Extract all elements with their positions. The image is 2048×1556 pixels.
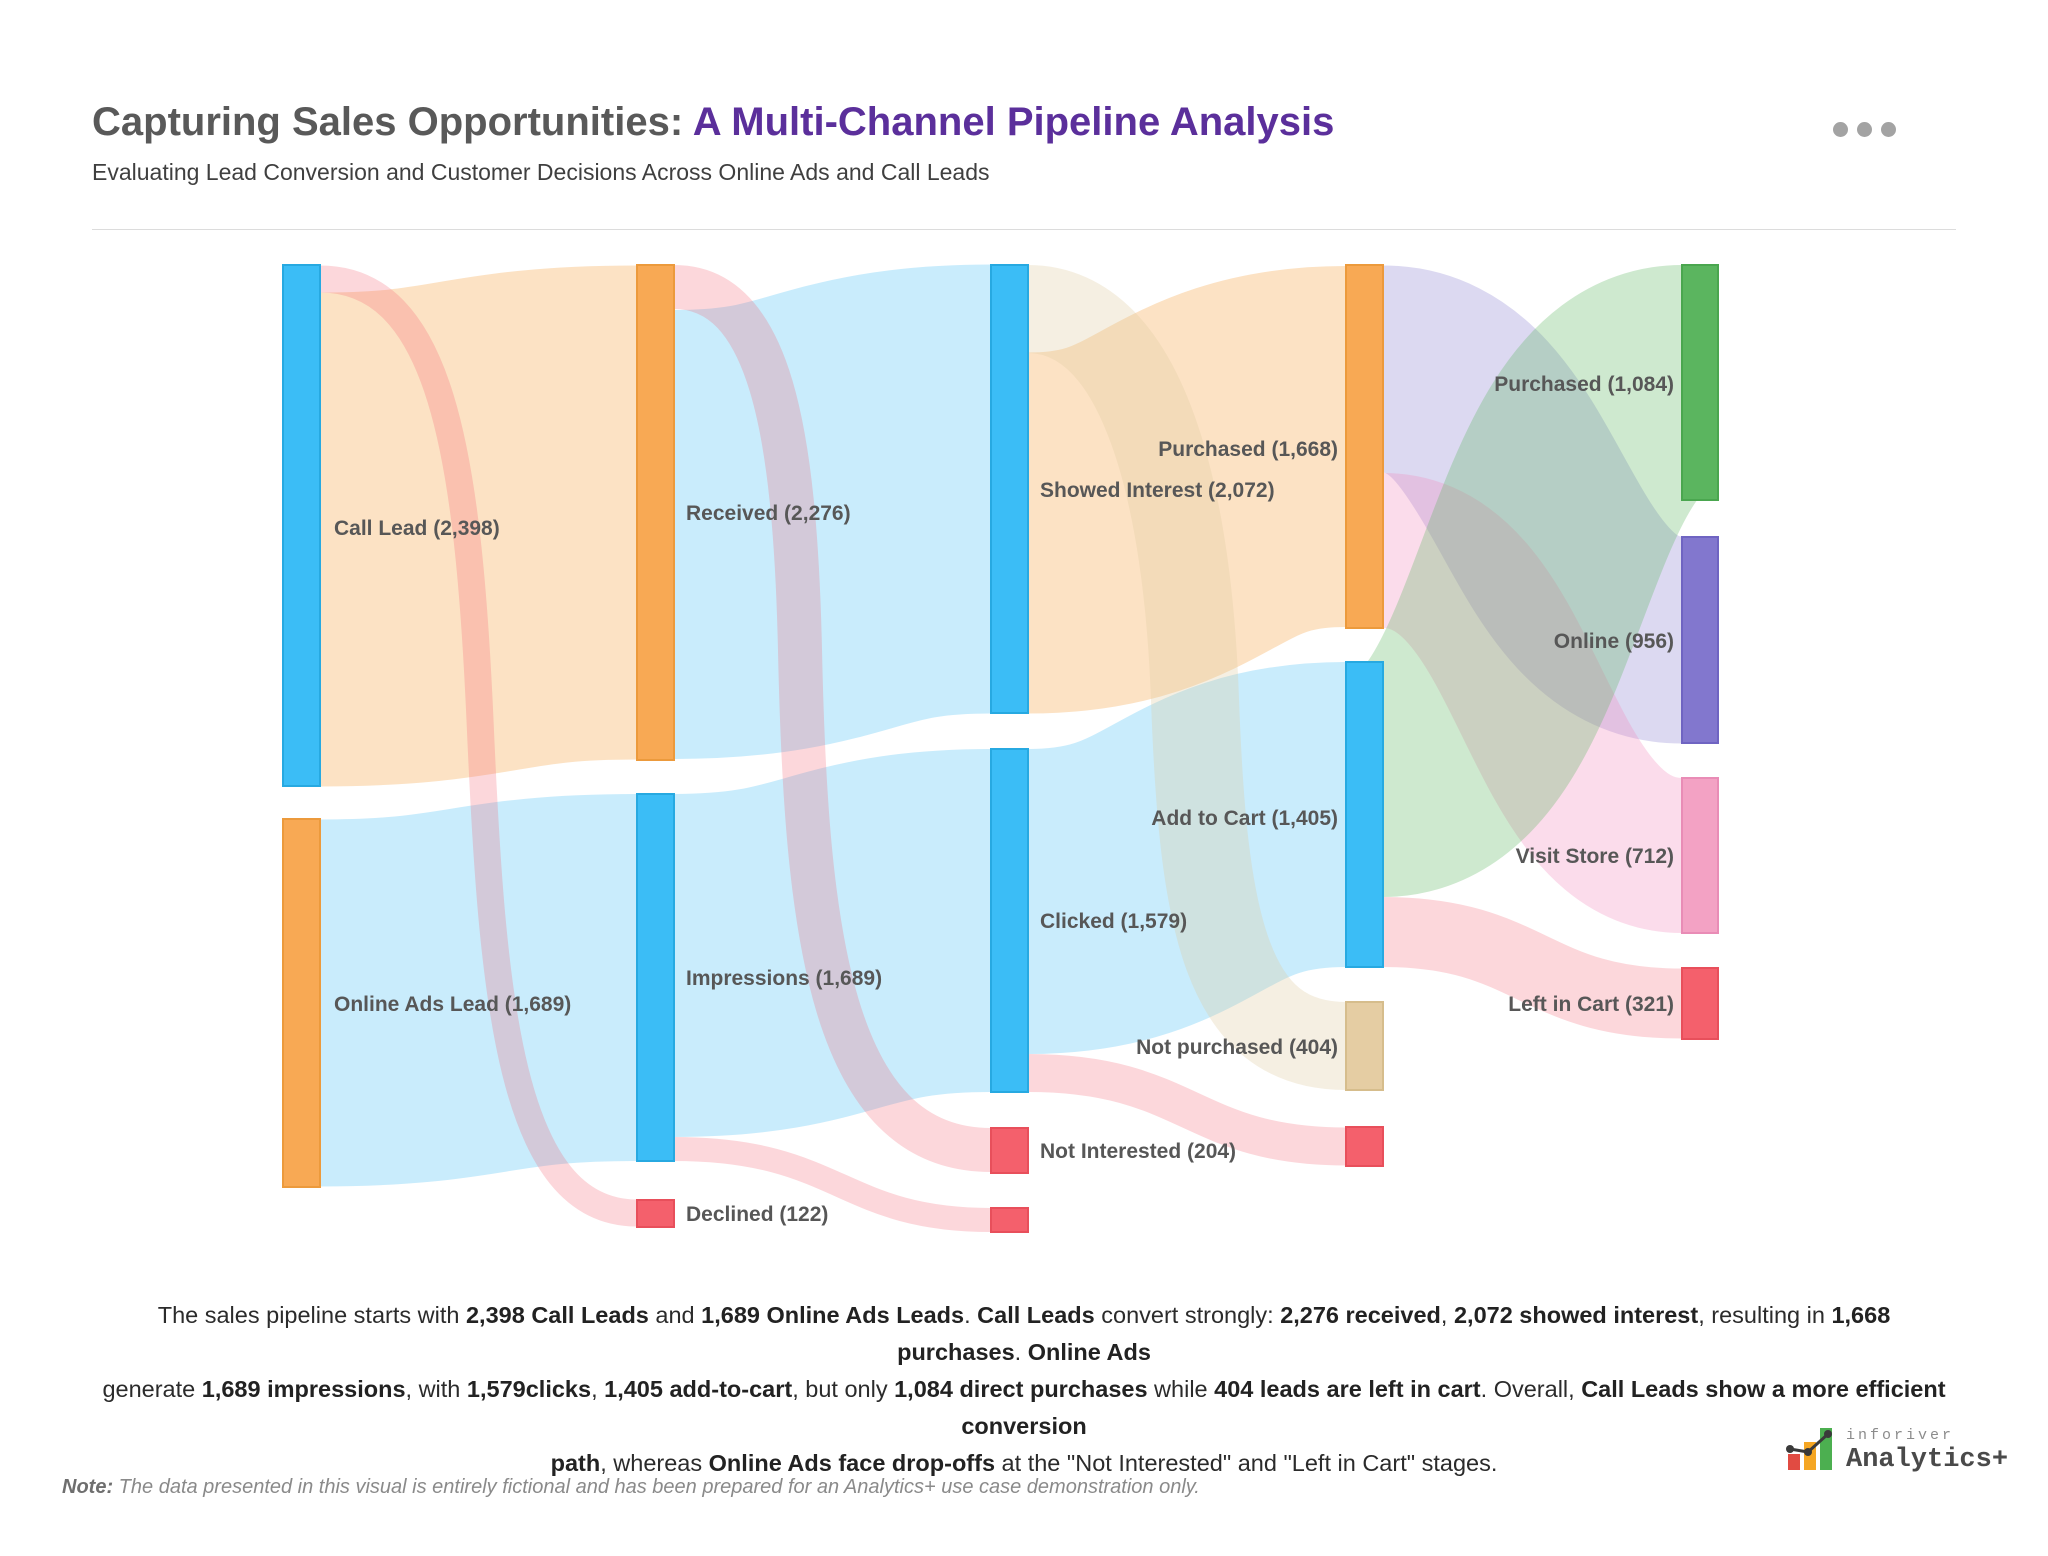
node-call-lead[interactable] bbox=[282, 264, 321, 787]
flow-showed-interest-purchased[interactable] bbox=[1023, 266, 1351, 714]
node-purchased-calls[interactable] bbox=[1345, 264, 1384, 629]
report-header: Capturing Sales Opportunities: A Multi-C… bbox=[92, 100, 1956, 186]
node-label-not-purchased: Not purchased (404) bbox=[1136, 1036, 1338, 1059]
node-label-received: Received (2,276) bbox=[686, 502, 851, 525]
node-online[interactable] bbox=[1681, 536, 1719, 744]
flow-impressions-clicked[interactable] bbox=[671, 749, 994, 1137]
flow-call-lead-received[interactable] bbox=[318, 265, 639, 787]
node-label-add-to-cart: Add to Cart (1,405) bbox=[1151, 807, 1338, 830]
node-label-clicked: Clicked (1,579) bbox=[1040, 910, 1187, 933]
flow-showed-interest-not-purchased[interactable] bbox=[1025, 265, 1348, 1090]
node-add-to-cart[interactable] bbox=[1345, 661, 1384, 968]
flow-received-not-interested[interactable] bbox=[672, 265, 992, 1172]
node-clicked-dropoff[interactable] bbox=[1345, 1126, 1384, 1167]
node-label-impressions: Impressions (1,689) bbox=[686, 967, 882, 990]
bar-chart-icon bbox=[1786, 1428, 1832, 1470]
node-label-left-in-cart: Left in Cart (321) bbox=[1508, 993, 1674, 1016]
node-label-showed-interest: Showed Interest (2,072) bbox=[1040, 479, 1275, 502]
logo-text: inforiver Analytics+ bbox=[1846, 1428, 2008, 1474]
inforiver-logo: inforiver Analytics+ bbox=[1786, 1424, 2008, 1474]
node-showed-interest[interactable] bbox=[990, 264, 1029, 714]
flow-add-to-cart-left-in-cart[interactable] bbox=[1382, 897, 1683, 1039]
node-impressions[interactable] bbox=[636, 793, 675, 1162]
ellipsis-icon bbox=[1857, 122, 1872, 137]
ellipsis-icon bbox=[1833, 122, 1848, 137]
flow-received-showed-interest[interactable] bbox=[671, 264, 994, 759]
flow-purchased-online[interactable] bbox=[1375, 265, 1690, 744]
node-received[interactable] bbox=[636, 264, 675, 761]
page-title-prefix: Capturing Sales Opportunities: bbox=[92, 100, 693, 144]
node-label-not-interested: Not Interested (204) bbox=[1040, 1140, 1236, 1163]
flow-clicked-dropoff[interactable] bbox=[1027, 1054, 1347, 1166]
node-not-purchased[interactable] bbox=[1345, 1001, 1384, 1091]
logo-product: Analytics+ bbox=[1846, 1445, 2009, 1475]
summary-line-3: path, whereas Online Ads face drop-offs … bbox=[550, 1450, 1498, 1476]
node-declined[interactable] bbox=[636, 1199, 675, 1228]
node-label-declined: Declined (122) bbox=[686, 1203, 828, 1226]
footnote: Note: The data presented in this visual … bbox=[62, 1476, 1200, 1498]
node-visit-store[interactable] bbox=[1681, 777, 1719, 934]
summary-text: The sales pipeline starts with 2,398 Cal… bbox=[100, 1297, 1948, 1482]
flow-add-to-cart-purchased[interactable] bbox=[1355, 265, 1709, 897]
flow-clicked-add-to-cart[interactable] bbox=[1024, 662, 1350, 1054]
node-purchased-online[interactable] bbox=[1681, 264, 1719, 501]
page-subtitle: Evaluating Lead Conversion and Customer … bbox=[92, 159, 990, 185]
logo-brand: inforiver bbox=[1846, 1427, 1955, 1444]
node-left-in-cart[interactable] bbox=[1681, 967, 1719, 1040]
summary-line-1: The sales pipeline starts with 2,398 Cal… bbox=[157, 1302, 1891, 1365]
node-label-online-ads-lead: Online Ads Lead (1,689) bbox=[334, 993, 571, 1016]
node-label-online: Online (956) bbox=[1554, 630, 1674, 653]
summary-line-2: generate 1,689 impressions, with 1,579cl… bbox=[102, 1376, 1946, 1439]
node-online-ads-lead[interactable] bbox=[282, 818, 321, 1188]
node-label-call-lead: Call Lead (2,398) bbox=[334, 517, 500, 540]
flow-impressions-dropoff[interactable] bbox=[673, 1137, 992, 1232]
node-clicked[interactable] bbox=[990, 748, 1029, 1093]
page-title-highlight: A Multi-Channel Pipeline Analysis bbox=[692, 100, 1335, 144]
node-label-purchased-online: Purchased (1,084) bbox=[1494, 373, 1674, 396]
flow-online-ads-impressions[interactable] bbox=[318, 794, 639, 1187]
ellipsis-icon bbox=[1881, 122, 1896, 137]
flow-purchased-visit-store[interactable] bbox=[1376, 473, 1689, 933]
node-label-visit-store: Visit Store (712) bbox=[1516, 845, 1674, 868]
node-impressions-dropoff[interactable] bbox=[990, 1207, 1029, 1233]
page-title: Capturing Sales Opportunities: A Multi-C… bbox=[92, 100, 1956, 145]
flow-call-lead-declined[interactable] bbox=[319, 265, 638, 1227]
node-not-interested[interactable] bbox=[990, 1127, 1029, 1174]
more-options-button[interactable] bbox=[1833, 122, 1896, 137]
header-divider bbox=[92, 229, 1956, 230]
node-label-purchased-calls: Purchased (1,668) bbox=[1158, 438, 1338, 461]
